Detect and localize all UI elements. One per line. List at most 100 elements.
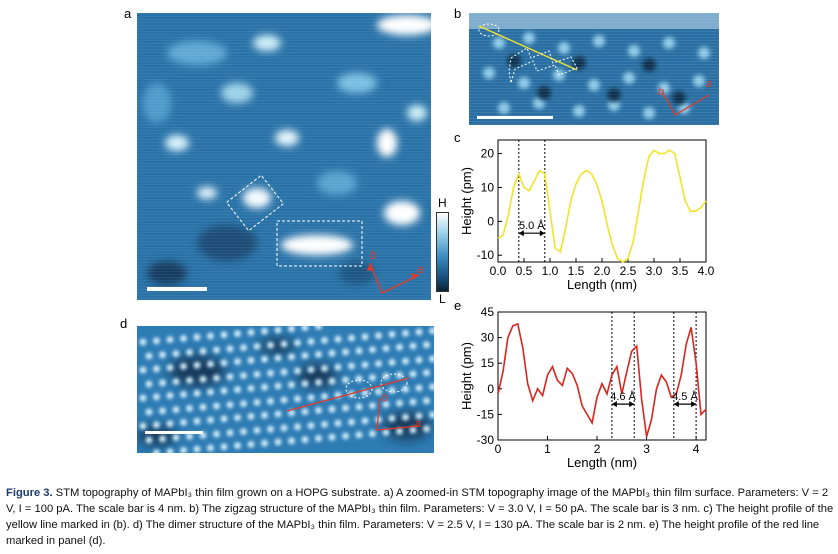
- lattice-dot: [267, 341, 274, 349]
- y-tick-label: 20: [481, 147, 495, 161]
- lattice-dot: [153, 421, 160, 429]
- lattice-dot: [234, 442, 241, 449]
- lattice-dot: [388, 359, 396, 366]
- lattice-dot: [429, 327, 434, 335]
- lattice-dot: [369, 402, 376, 409]
- lattice-dot: [396, 399, 403, 407]
- lattice-dot: [388, 331, 396, 338]
- x-tick-label: 2.5: [620, 264, 637, 278]
- lattice-dot: [334, 335, 342, 343]
- lattice-dot: [409, 342, 417, 350]
- y-tick-label: -15: [477, 407, 495, 421]
- lattice-dot: [334, 363, 342, 371]
- lattice-dot: [226, 429, 234, 437]
- lattice-dot: [261, 439, 268, 447]
- lattice-dot: [247, 441, 255, 448]
- lattice-dot: [294, 423, 301, 431]
- lattice-dot: [213, 374, 220, 382]
- x-tick-label: 0: [495, 442, 502, 456]
- y-tick-label: 45: [481, 305, 495, 319]
- lattice-dot: [369, 346, 376, 353]
- lattice-dot: [247, 329, 255, 336]
- lattice-dot: [180, 363, 187, 370]
- lattice-dot: [423, 397, 430, 405]
- lattice-dot: [342, 376, 349, 384]
- lattice-dot: [301, 326, 309, 331]
- lattice-dot: [409, 370, 417, 378]
- lattice-dot: [375, 332, 382, 339]
- panel-label-e: e: [454, 298, 462, 313]
- lattice-dot: [355, 347, 363, 355]
- lattice-dot: [415, 356, 423, 364]
- x-tick-label: 2: [594, 442, 601, 456]
- lattice-dot: [321, 421, 328, 428]
- lattice-dot: [301, 436, 309, 443]
- axis-a-label-d: a: [415, 418, 422, 430]
- lattice-dot: [423, 341, 430, 349]
- lattice-dot: [207, 444, 214, 452]
- lattice-dot: [361, 333, 369, 341]
- y-tick-label: 0: [487, 382, 494, 396]
- lattice-dot: [253, 427, 261, 434]
- lattice-dot: [355, 431, 363, 439]
- y-tick-label: -10: [477, 248, 495, 262]
- lattice-dot: [402, 385, 409, 393]
- colorbar-high-label: H: [438, 196, 447, 210]
- dashed-box-rotated: [225, 174, 285, 232]
- lattice-dot: [307, 394, 315, 401]
- lattice-dot: [240, 372, 247, 379]
- x-axis-label: Length (nm): [567, 277, 637, 292]
- lattice-dot: [307, 366, 315, 373]
- lattice-dot: [429, 411, 434, 419]
- lattice-dot: [342, 404, 349, 412]
- axis-b-label-d: b: [382, 392, 389, 404]
- lattice-dot: [186, 377, 193, 384]
- lattice-dot: [280, 368, 288, 376]
- colorbar-low-label: L: [439, 292, 446, 306]
- lattice-dot: [267, 369, 274, 377]
- lattice-dot: [207, 388, 214, 396]
- lattice-dot: [193, 333, 201, 341]
- y-tick-label: 10: [481, 180, 495, 194]
- y-tick-label: -30: [477, 433, 495, 447]
- lattice-dot: [369, 374, 376, 381]
- lattice-dot: [145, 352, 153, 360]
- lattice-dot: [334, 419, 342, 427]
- plot-frame: [497, 311, 707, 441]
- distance-label: 5.0 Å: [519, 219, 545, 232]
- lattice-dot: [159, 379, 166, 387]
- lattice-dot: [172, 378, 180, 385]
- lattice-dot: [321, 337, 328, 344]
- lattice-dot: [415, 384, 423, 392]
- lattice-dot: [274, 326, 282, 334]
- lattice-dot: [226, 373, 234, 381]
- lattice-dot: [253, 399, 261, 406]
- lattice-dot: [153, 365, 160, 373]
- lattice-dot: [274, 354, 282, 362]
- x-tick-label: 3.0: [646, 264, 663, 278]
- lattice-dot: [274, 410, 282, 418]
- lattice-dot: [261, 383, 268, 391]
- x-tick-label: 1.0: [542, 264, 559, 278]
- scale-bar-b: [477, 116, 553, 119]
- lattice-dot: [301, 380, 309, 387]
- lattice-dot: [307, 338, 315, 345]
- lattice-dot: [240, 344, 247, 351]
- lattice-dot: [342, 432, 349, 440]
- lattice-dot: [159, 435, 166, 443]
- lattice-dot: [301, 408, 309, 415]
- lattice-dot: [207, 360, 214, 368]
- lattice-dot: [382, 429, 390, 436]
- y-tick-label: 30: [481, 331, 495, 345]
- x-tick-label: 2.0: [594, 264, 611, 278]
- lattice-dot: [315, 379, 322, 386]
- lattice-dot: [234, 386, 241, 393]
- axis-b-label-a: b: [370, 248, 377, 262]
- lattice-dot: [220, 387, 228, 395]
- lattice-dot: [288, 437, 295, 445]
- lattice-dot: [220, 359, 228, 367]
- lattice-dot: [409, 426, 417, 434]
- zigzag-outline: [508, 47, 578, 84]
- lattice-dot: [288, 381, 295, 389]
- lattice-dot: [139, 422, 147, 430]
